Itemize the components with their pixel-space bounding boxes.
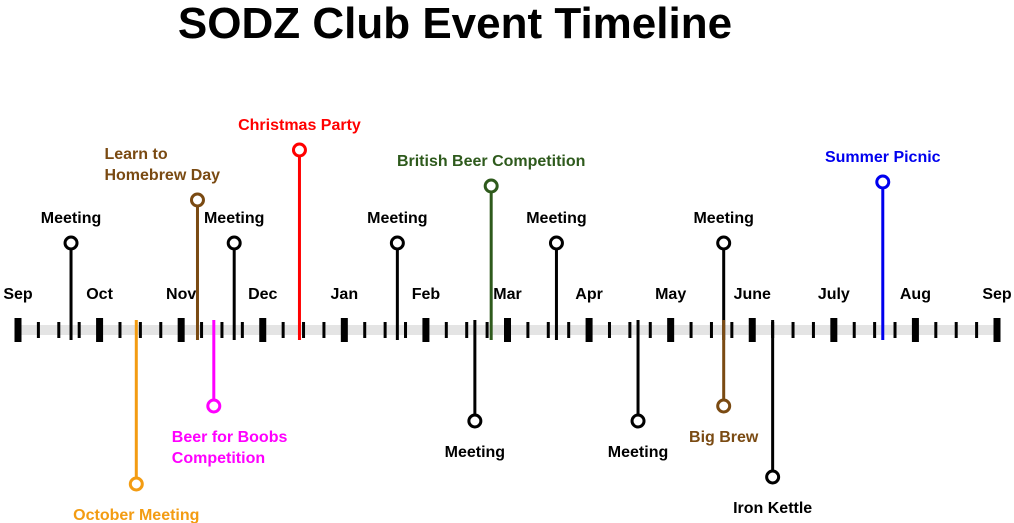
month-label: Apr xyxy=(575,286,603,303)
month-label: Nov xyxy=(166,286,196,303)
month-label: Dec xyxy=(248,286,277,303)
event-marker xyxy=(716,235,732,251)
month-label: Mar xyxy=(493,286,521,303)
event-marker xyxy=(548,235,564,251)
minor-tick xyxy=(526,322,530,338)
month-label: July xyxy=(818,286,850,303)
event-marker xyxy=(389,235,405,251)
event-label: Meeting xyxy=(608,444,668,461)
minor-tick xyxy=(648,322,652,338)
minor-tick xyxy=(404,322,408,338)
minor-tick xyxy=(383,322,387,338)
event-label: Meeting xyxy=(41,210,101,227)
event-label: Meeting xyxy=(204,210,264,227)
minor-tick xyxy=(200,322,204,338)
major-tick xyxy=(14,318,22,342)
event-marker xyxy=(63,235,79,251)
minor-tick xyxy=(852,322,856,338)
major-tick xyxy=(96,318,104,342)
event-marker xyxy=(467,413,483,429)
major-tick xyxy=(504,318,511,342)
event-label: British Beer Competition xyxy=(397,153,585,170)
minor-tick xyxy=(240,322,244,338)
major-tick xyxy=(830,318,838,342)
event-label: Homebrew Day xyxy=(104,167,220,184)
event-marker xyxy=(875,174,891,190)
minor-tick xyxy=(873,322,877,338)
month-label: Feb xyxy=(412,286,441,303)
minor-tick xyxy=(138,322,142,338)
minor-tick xyxy=(975,322,979,338)
month-label: Jan xyxy=(331,286,359,303)
minor-tick xyxy=(567,322,571,338)
event-label: Beer for Boobs xyxy=(172,429,288,446)
minor-tick xyxy=(220,322,224,338)
minor-tick xyxy=(607,322,611,338)
event-label: Learn to xyxy=(104,146,167,163)
event-label: Christmas Party xyxy=(238,117,361,134)
major-tick xyxy=(748,318,756,342)
minor-tick xyxy=(57,322,61,338)
event-marker xyxy=(291,142,307,158)
minor-tick xyxy=(322,322,326,338)
event-label: October Meeting xyxy=(73,507,199,523)
event-marker xyxy=(630,413,646,429)
month-label: Sep xyxy=(3,286,33,303)
minor-tick xyxy=(465,322,469,338)
major-tick xyxy=(585,318,593,342)
event-marker xyxy=(483,178,499,194)
minor-tick xyxy=(954,322,958,338)
minor-tick xyxy=(302,322,306,338)
minor-tick xyxy=(36,322,40,338)
major-tick xyxy=(911,318,919,342)
minor-tick xyxy=(934,322,938,338)
minor-tick xyxy=(709,322,713,338)
month-label: Oct xyxy=(86,286,113,303)
event-label: Meeting xyxy=(445,444,505,461)
minor-tick xyxy=(730,322,734,338)
month-label: June xyxy=(734,286,771,303)
event-marker xyxy=(206,398,222,414)
major-tick xyxy=(259,318,267,342)
event-marker xyxy=(189,192,205,208)
minor-tick xyxy=(159,322,163,338)
event-marker xyxy=(128,476,144,492)
minor-tick xyxy=(363,322,367,338)
minor-tick xyxy=(791,322,795,338)
month-label: May xyxy=(655,286,686,303)
event-marker xyxy=(765,469,781,485)
major-tick xyxy=(667,318,675,342)
minor-tick xyxy=(118,322,122,338)
minor-tick xyxy=(77,322,81,338)
event-label: Meeting xyxy=(693,210,753,227)
page-title: SODZ Club Event Timeline xyxy=(177,0,733,48)
major-tick xyxy=(340,318,348,342)
major-tick xyxy=(177,318,185,342)
event-label: Meeting xyxy=(367,210,427,227)
month-label: Sep xyxy=(982,286,1012,303)
minor-tick xyxy=(628,322,632,338)
minor-tick xyxy=(811,322,815,338)
minor-tick xyxy=(893,322,897,338)
event-marker xyxy=(226,235,242,251)
event-label: Competition xyxy=(172,450,265,467)
minor-tick xyxy=(444,322,448,338)
minor-tick xyxy=(689,322,693,338)
month-label: Aug xyxy=(900,286,931,303)
event-label: Meeting xyxy=(526,210,586,227)
event-label: Summer Picnic xyxy=(825,149,941,166)
event-marker xyxy=(716,398,732,414)
minor-tick xyxy=(546,322,550,338)
minor-tick xyxy=(485,322,489,338)
major-tick xyxy=(422,318,430,342)
minor-tick xyxy=(281,322,285,338)
event-label: Big Brew xyxy=(689,429,759,446)
event-label: Iron Kettle xyxy=(733,500,812,517)
major-tick xyxy=(993,318,1001,342)
